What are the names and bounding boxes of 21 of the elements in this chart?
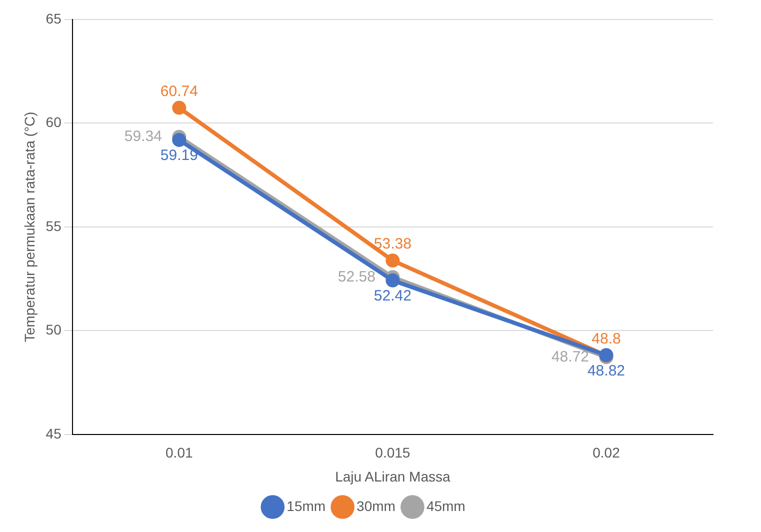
- legend-label: 45mm: [426, 498, 466, 514]
- y-tick-label: 50: [46, 322, 62, 338]
- y-tick-label: 65: [46, 10, 62, 26]
- x-tick-label: 0.015: [375, 444, 410, 461]
- x-tick-label: 0.02: [592, 444, 620, 461]
- data-label: 59.34: [124, 128, 162, 145]
- legend-label: 15mm: [286, 498, 326, 514]
- data-label: 48.72: [551, 348, 589, 366]
- data-label: 53.38: [374, 236, 412, 253]
- x-axis-title: Laju ALiran Massa: [335, 468, 450, 484]
- data-label: 52.42: [374, 288, 412, 305]
- data-label: 48.82: [587, 362, 625, 380]
- legend-label: 30mm: [356, 498, 396, 514]
- y-tick-label: 45: [46, 425, 62, 442]
- x-tick-label: 0.01: [166, 444, 193, 461]
- data-label: 48.8: [592, 330, 621, 348]
- y-tick-label: 55: [46, 218, 62, 234]
- data-label: 52.58: [338, 268, 376, 286]
- y-axis-title: Temperatur permukaan rata-rata (°C): [21, 112, 38, 342]
- y-tick-label: 60: [46, 114, 62, 130]
- data-label: 60.74: [160, 82, 198, 100]
